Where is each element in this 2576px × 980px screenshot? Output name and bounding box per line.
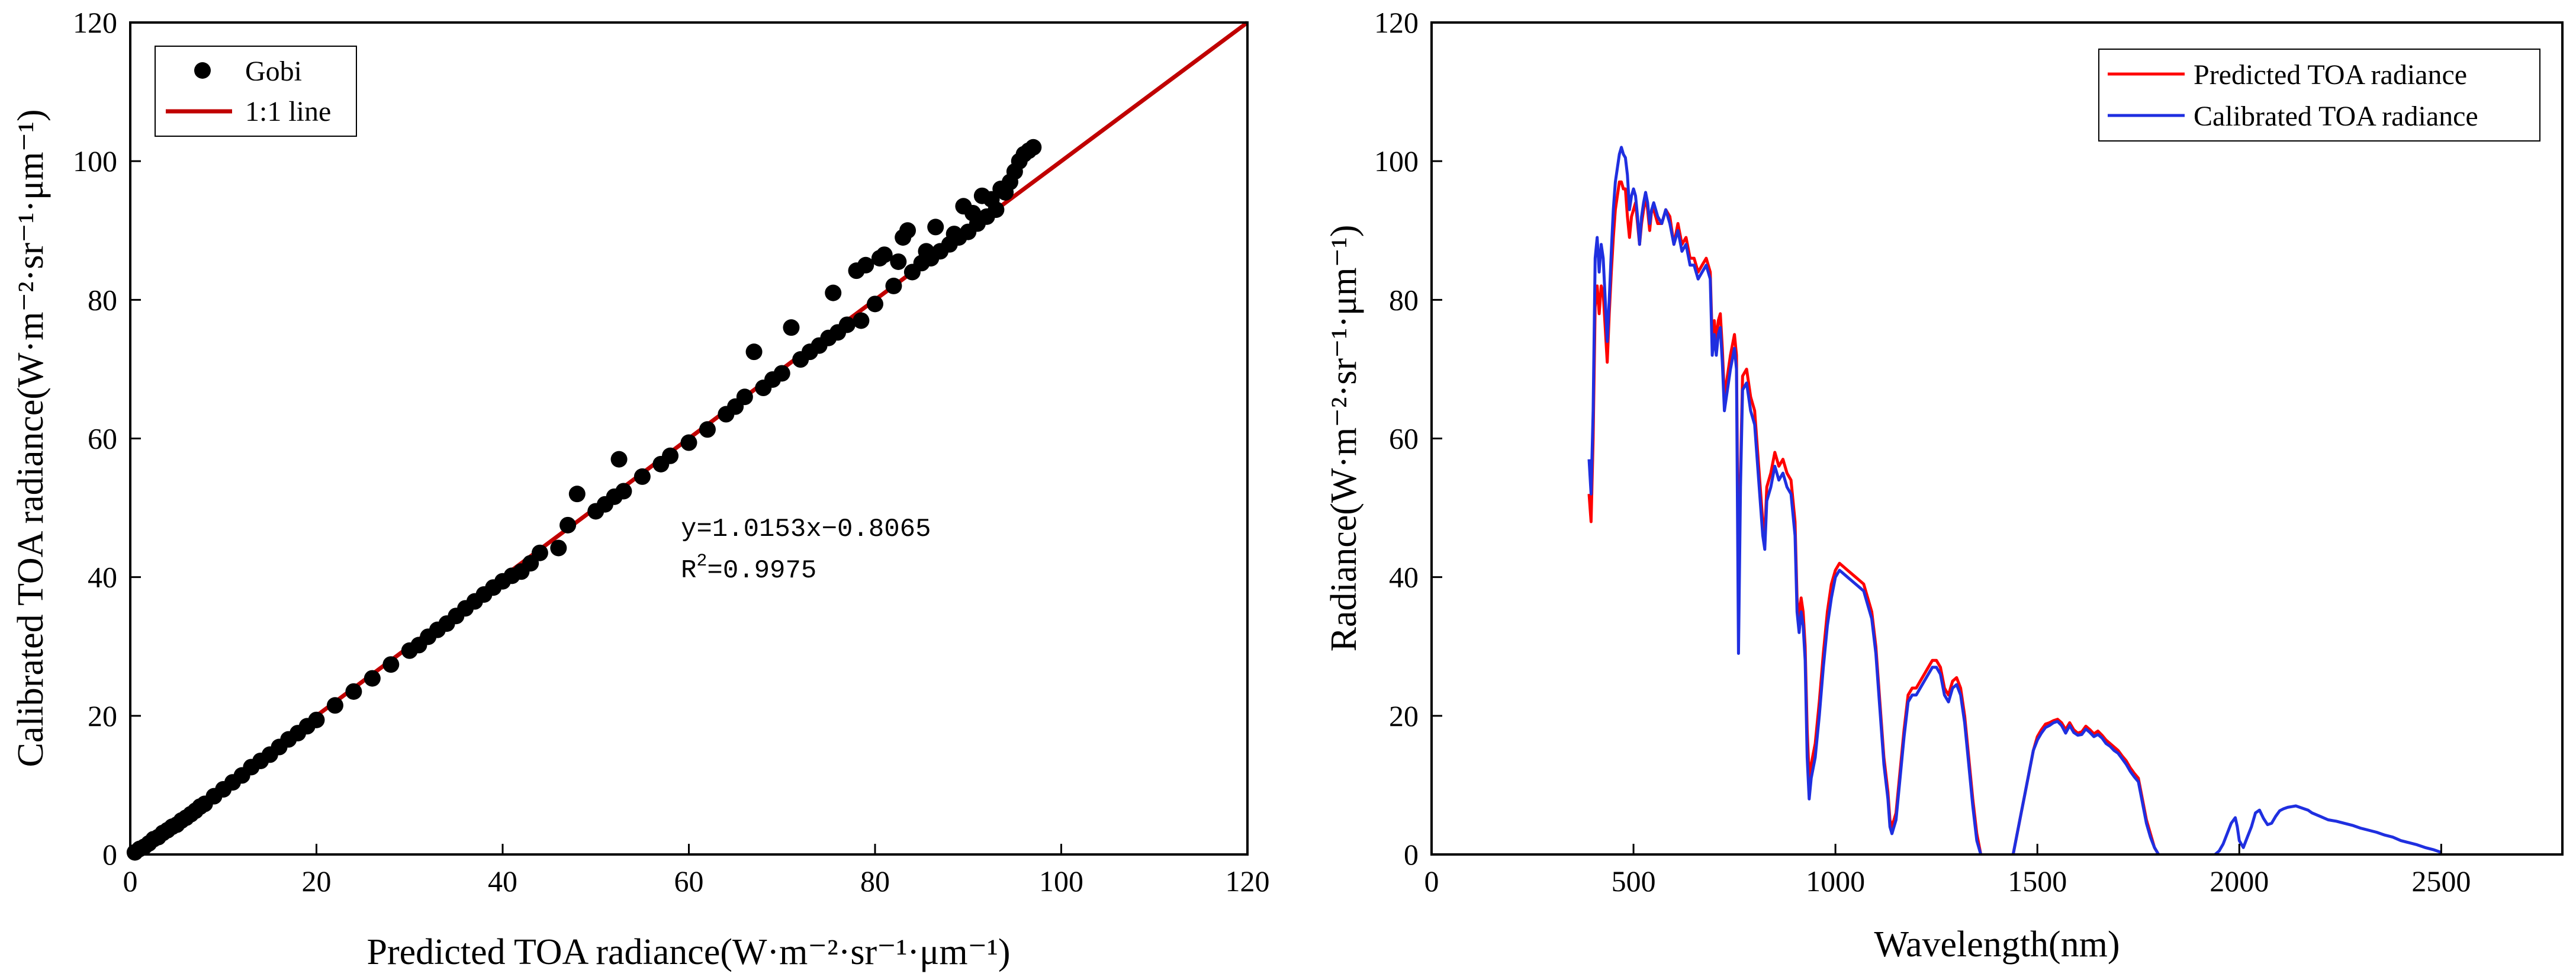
gobi-point xyxy=(615,483,632,500)
scatter-x-axis-label: Predicted TOA radiance(W·m⁻²·sr⁻¹·μm⁻¹) xyxy=(367,932,1011,972)
spectrum-x-tick-label: 0 xyxy=(1424,865,1439,898)
gobi-point xyxy=(699,421,716,438)
legend-1-1-line-label: 1:1 line xyxy=(245,96,331,127)
scatter-y-axis-label: Calibrated TOA radiance(W·m⁻²·sr⁻¹·μm⁻¹) xyxy=(11,109,51,767)
spectrum-x-tick-label: 1500 xyxy=(2008,865,2067,898)
spectrum-y-tick-label: 120 xyxy=(1374,6,1419,39)
gobi-point xyxy=(633,468,651,485)
spectrum-legend: Predicted TOA radiance Calibrated TOA ra… xyxy=(2098,49,2540,142)
spectrum-x-tick-label: 2500 xyxy=(2411,865,2471,898)
scatter-legend: Gobi 1:1 line xyxy=(155,46,357,137)
scatter-y-tick-label: 80 xyxy=(88,283,117,316)
scatter-data xyxy=(126,21,1249,861)
scatter-x-tick-label: 0 xyxy=(123,865,138,898)
calibrated-radiance-line xyxy=(2214,804,2442,856)
gobi-point xyxy=(680,434,697,451)
gobi-point xyxy=(918,243,935,260)
scatter-x-tick-label: 20 xyxy=(302,865,332,898)
regression-r-squared: R2=0.9975 xyxy=(681,551,816,586)
gobi-point xyxy=(382,656,400,673)
scatter-x-tick-label: 80 xyxy=(860,865,890,898)
spectrum-y-axis-label: Radiance(W·m⁻²·sr⁻¹·μm⁻¹) xyxy=(1324,225,1364,652)
gobi-point xyxy=(983,191,1000,208)
gobi-point xyxy=(559,516,577,534)
spectrum-y-tick-label: 60 xyxy=(1389,422,1419,455)
spectrum-y-tick-label: 40 xyxy=(1389,561,1419,594)
spectrum-y-tick-label: 80 xyxy=(1389,283,1419,316)
gobi-point xyxy=(946,226,963,243)
scatter-panel: 0 20 40 60 80 100 120 0 20 40 60 80 100 120 Predicted… xyxy=(11,6,1270,972)
gobi-point xyxy=(899,222,916,239)
regression-annotation: y=1.0153x−0.8065 R2=0.9975 xyxy=(681,515,931,586)
gobi-point xyxy=(568,486,586,503)
spectrum-x-axis-label: Wavelength(nm) xyxy=(1874,924,2120,965)
spectrum-y-tick-label: 20 xyxy=(1389,699,1419,732)
gobi-point xyxy=(736,388,753,406)
r2-superscript: 2 xyxy=(696,551,707,571)
gobi-point xyxy=(326,697,343,714)
gobi-point xyxy=(773,365,790,382)
gobi-point xyxy=(853,312,870,329)
gobi-point xyxy=(838,316,856,333)
predicted-radiance-line xyxy=(2011,718,2160,856)
gobi-point xyxy=(825,284,842,301)
gobi-point xyxy=(867,295,883,313)
spectrum-x-tick-label: 1000 xyxy=(1806,865,1865,898)
spectrum-data xyxy=(1587,146,2442,856)
gobi-point xyxy=(308,711,325,728)
legend-gobi-label: Gobi xyxy=(245,56,302,87)
spectrum-legend-box xyxy=(2098,49,2540,142)
gobi-point xyxy=(662,447,679,464)
gobi-point xyxy=(927,219,944,236)
scatter-x-tick-label: 100 xyxy=(1039,865,1083,898)
r2-prefix: R xyxy=(681,556,696,586)
legend-calibrated-label: Calibrated TOA radiance xyxy=(2194,101,2478,132)
gobi-point xyxy=(522,555,539,572)
gobi-point xyxy=(783,319,800,336)
spectrum-x-tick-label: 500 xyxy=(1612,865,1656,898)
r2-value: =0.9975 xyxy=(707,556,816,586)
gobi-point xyxy=(857,256,874,274)
scatter-y-tick-label: 100 xyxy=(73,144,117,178)
scatter-y-tick-label: 60 xyxy=(88,422,117,455)
legend-gobi-marker xyxy=(194,62,211,79)
calibrated-radiance-line xyxy=(2011,719,2160,856)
gobi-point xyxy=(885,277,902,294)
scatter-y-tick-label: 0 xyxy=(102,838,117,871)
spectrum-panel: 0 500 1000 1500 2000 2500 0 20 40 60 80 100 120 Wave… xyxy=(1324,6,2564,965)
gobi-point xyxy=(890,253,907,270)
gobi-point xyxy=(1025,139,1042,156)
spectrum-y-tick-label: 100 xyxy=(1374,144,1419,178)
gobi-point xyxy=(745,343,763,361)
gobi-point xyxy=(364,670,381,687)
scatter-x-tick-label: 120 xyxy=(1226,865,1270,898)
scatter-y-tick-label: 120 xyxy=(73,6,117,39)
scatter-x-tick-label: 40 xyxy=(488,865,517,898)
gobi-point xyxy=(345,683,362,700)
regression-equation: y=1.0153x−0.8065 xyxy=(681,515,931,544)
scatter-y-tick-label: 40 xyxy=(88,561,117,594)
scatter-y-tick-label: 20 xyxy=(88,699,117,732)
legend-predicted-label: Predicted TOA radiance xyxy=(2194,59,2467,91)
scatter-x-tick-label: 60 xyxy=(674,865,704,898)
gobi-point xyxy=(876,246,893,264)
spectrum-y-tick-label: 0 xyxy=(1404,838,1419,871)
spectrum-x-tick-label: 2000 xyxy=(2210,865,2269,898)
scatter-legend-box xyxy=(155,46,357,137)
gobi-point xyxy=(550,539,567,557)
gobi-point xyxy=(610,451,628,468)
calibrated-radiance-line xyxy=(1587,146,1983,855)
